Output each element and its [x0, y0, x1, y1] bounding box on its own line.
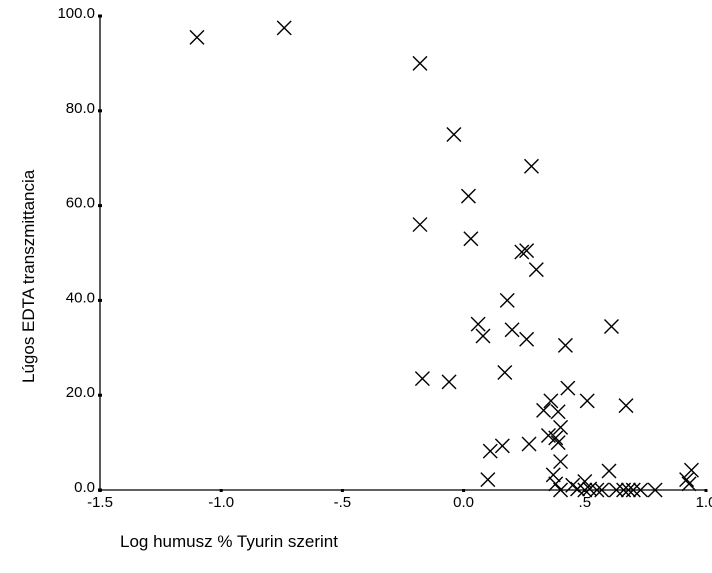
data-point: [683, 462, 699, 478]
y-tick-label: 60.0: [66, 195, 95, 212]
data-point: [577, 482, 593, 498]
data-points: [189, 20, 699, 498]
y-tick-label: 40.0: [66, 289, 95, 306]
data-point: [470, 316, 486, 332]
data-point: [603, 318, 619, 334]
data-point: [521, 436, 537, 452]
data-point: [681, 476, 697, 492]
data-point: [494, 438, 510, 454]
data-point: [647, 482, 663, 498]
data-point: [276, 20, 292, 36]
data-point: [618, 398, 634, 414]
y-tick-label: 80.0: [66, 100, 95, 117]
data-point: [557, 337, 573, 353]
data-point: [589, 482, 605, 498]
data-point: [553, 419, 569, 435]
x-axis-ticks: -1.5 -1.0 -.5 0.0 .5 1.0: [87, 489, 712, 511]
data-point: [553, 454, 569, 470]
data-point: [475, 328, 491, 344]
data-point: [633, 482, 649, 498]
data-point: [414, 371, 430, 387]
data-point: [543, 393, 559, 409]
x-tick-label: -1.0: [208, 494, 234, 511]
data-point: [528, 262, 544, 278]
data-point: [620, 482, 636, 498]
data-point: [482, 443, 498, 459]
y-axis-title: Lúgos EDTA transzmittancia: [19, 169, 38, 383]
y-tick-label: 20.0: [66, 384, 95, 401]
data-point: [601, 463, 617, 479]
data-point: [519, 331, 535, 347]
x-tick-label: 0.0: [453, 494, 474, 511]
data-point: [480, 472, 496, 488]
data-point: [550, 404, 566, 420]
data-point: [545, 467, 561, 483]
data-point: [504, 322, 520, 338]
data-point: [463, 231, 479, 247]
data-point: [579, 393, 595, 409]
x-tick-label: 1.0: [696, 494, 712, 511]
data-point: [625, 482, 641, 498]
y-tick-label: 0.0: [74, 479, 95, 496]
plot-area: [99, 16, 706, 491]
data-point: [679, 472, 695, 488]
data-point: [550, 435, 566, 451]
data-point: [570, 481, 586, 497]
x-tick-label: -1.5: [87, 494, 113, 511]
data-point: [608, 482, 624, 498]
x-axis-title: Log humusz % Tyurin szerint: [120, 532, 338, 551]
y-tick-label: 100.0: [57, 5, 95, 22]
data-point: [497, 364, 513, 380]
data-point: [446, 127, 462, 142]
data-point: [523, 158, 539, 174]
data-point: [582, 481, 598, 497]
data-point: [548, 476, 564, 492]
data-point: [412, 55, 428, 71]
data-point: [412, 217, 428, 233]
x-tick-label: .5: [579, 494, 592, 511]
data-point: [519, 243, 535, 259]
y-axis-ticks: 0.0 20.0 40.0 60.0 80.0 100.0: [57, 5, 102, 496]
data-point: [499, 292, 515, 308]
data-point: [441, 374, 457, 390]
data-point: [514, 244, 530, 260]
data-point: [460, 188, 476, 204]
data-point: [189, 29, 205, 45]
data-point: [548, 430, 564, 446]
data-point: [553, 482, 569, 498]
x-tick-label: -.5: [334, 494, 352, 511]
data-point: [594, 482, 610, 498]
data-point: [560, 380, 576, 396]
data-point: [536, 402, 552, 418]
